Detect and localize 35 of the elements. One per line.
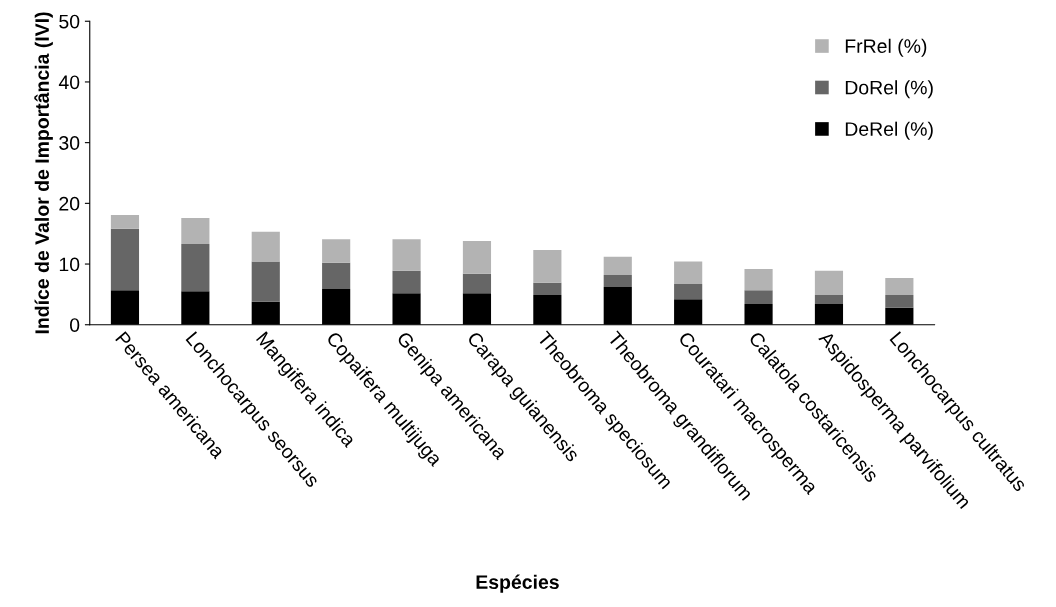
legend-label: FrRel (%) bbox=[845, 38, 927, 57]
bar bbox=[674, 261, 703, 285]
bar bbox=[251, 231, 280, 262]
bar bbox=[181, 244, 210, 292]
bar bbox=[814, 295, 844, 305]
y-tick-label: 40 bbox=[58, 75, 80, 90]
bar bbox=[462, 240, 492, 274]
bar bbox=[181, 217, 210, 245]
bar bbox=[885, 295, 914, 308]
y-tick-label: 0 bbox=[69, 318, 80, 332]
bar bbox=[744, 290, 773, 305]
bar bbox=[392, 270, 421, 294]
bar bbox=[533, 282, 562, 295]
bar bbox=[674, 284, 703, 300]
y-tick-label: 10 bbox=[59, 257, 80, 272]
bar bbox=[603, 274, 632, 288]
bar bbox=[814, 270, 844, 295]
bar bbox=[110, 214, 140, 229]
bar bbox=[744, 268, 773, 291]
y-tick-label: 30 bbox=[59, 136, 80, 150]
bar bbox=[462, 273, 492, 294]
legend-label: DoRel (%) bbox=[845, 80, 933, 99]
bar bbox=[110, 228, 140, 291]
bar bbox=[322, 239, 351, 263]
y-axis-title: Indíce de Valor de Importância (IVI) bbox=[34, 12, 53, 334]
legend-label: DeRel (%) bbox=[845, 121, 933, 140]
bar bbox=[392, 239, 421, 271]
bar bbox=[533, 250, 562, 283]
bar bbox=[603, 256, 632, 275]
bar bbox=[885, 278, 914, 295]
y-tick-label: 50 bbox=[59, 14, 80, 29]
bar bbox=[322, 262, 351, 289]
y-tick-label: 20 bbox=[59, 196, 80, 211]
bar bbox=[251, 261, 280, 302]
x-axis-title: Espécies bbox=[476, 574, 559, 593]
